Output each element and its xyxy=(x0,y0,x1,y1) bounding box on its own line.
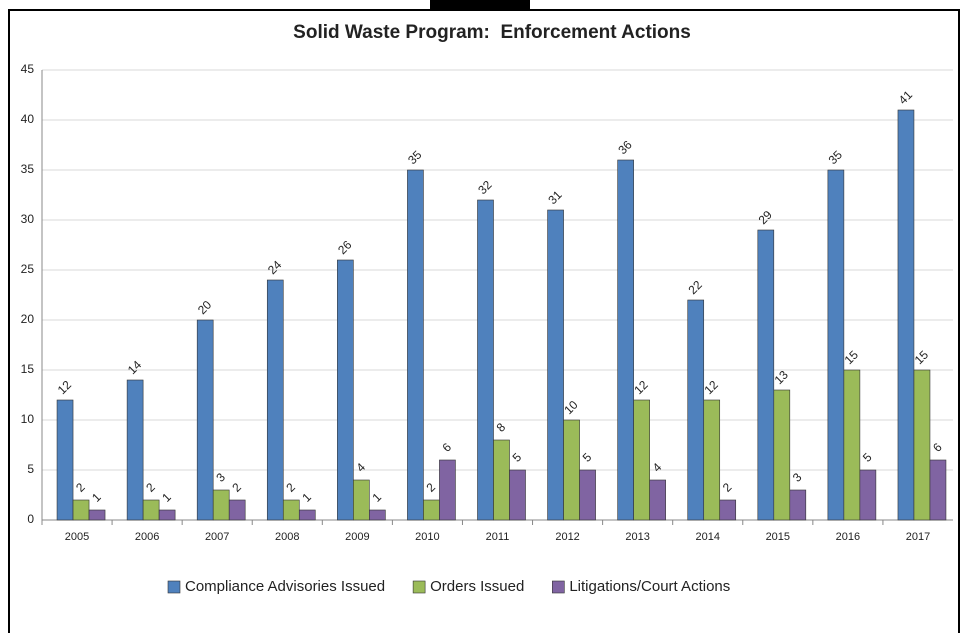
x-tick-label: 2011 xyxy=(486,531,510,543)
chart-title: Solid Waste Program: Enforcement Actions xyxy=(293,22,691,43)
y-tick-label: 35 xyxy=(21,162,35,176)
x-tick-label: 2006 xyxy=(135,531,159,543)
bar xyxy=(56,399,74,521)
x-tick-label: 2014 xyxy=(695,531,719,543)
bar xyxy=(547,209,564,521)
bar xyxy=(72,499,90,521)
legend-swatch xyxy=(167,580,181,594)
bar xyxy=(649,479,666,521)
bar xyxy=(196,319,214,521)
x-tick-label: 2012 xyxy=(555,531,579,543)
bar xyxy=(859,469,877,521)
y-tick-label: 20 xyxy=(21,312,35,326)
bar xyxy=(88,509,106,521)
legend-swatch xyxy=(412,580,426,594)
bar xyxy=(757,229,775,521)
x-tick-label: 2009 xyxy=(345,531,369,543)
bar xyxy=(477,199,494,521)
bar xyxy=(719,499,737,521)
x-tick-label: 2013 xyxy=(625,531,649,543)
bar xyxy=(687,299,705,521)
bar xyxy=(633,399,650,521)
bar xyxy=(493,439,510,521)
bar xyxy=(407,169,424,521)
y-tick-label: 40 xyxy=(21,112,35,126)
bar xyxy=(579,469,596,521)
top-tab xyxy=(430,0,530,10)
y-tick-label: 10 xyxy=(21,412,35,426)
bar xyxy=(703,399,721,521)
x-tick-label: 2005 xyxy=(65,531,89,543)
bar xyxy=(897,109,915,521)
bar xyxy=(843,369,861,521)
bar xyxy=(212,489,230,521)
bar xyxy=(142,499,160,521)
bar xyxy=(509,469,526,521)
x-tick-label: 2008 xyxy=(275,531,299,543)
x-tick-label: 2010 xyxy=(415,531,439,543)
bar xyxy=(298,509,316,521)
bar xyxy=(617,159,634,521)
bar xyxy=(337,259,354,521)
bar xyxy=(929,459,947,521)
x-tick-label: 2007 xyxy=(205,531,229,543)
legend-label: Compliance Advisories Issued xyxy=(185,578,385,595)
y-tick-label: 25 xyxy=(21,262,35,276)
bar xyxy=(563,419,580,521)
legend-swatch xyxy=(552,580,565,594)
legend-label: Litigations/Court Actions xyxy=(569,578,730,595)
x-tick-label: 2015 xyxy=(766,531,790,543)
bar xyxy=(369,509,386,521)
x-tick-label: 2017 xyxy=(906,531,930,543)
bar xyxy=(228,499,246,521)
bar xyxy=(158,509,176,521)
bar xyxy=(439,459,456,521)
bar xyxy=(282,499,300,521)
bar xyxy=(126,379,144,521)
bar xyxy=(913,369,931,521)
y-tick-label: 5 xyxy=(27,462,34,476)
x-tick-label: 2016 xyxy=(836,531,860,543)
bar xyxy=(773,389,791,521)
bar xyxy=(827,169,845,521)
y-tick-label: 30 xyxy=(21,212,35,226)
y-tick-label: 0 xyxy=(27,512,34,526)
bar xyxy=(353,479,370,521)
legend-label: Orders Issued xyxy=(430,578,524,595)
bar xyxy=(789,489,807,521)
y-tick-label: 45 xyxy=(21,62,35,76)
bar xyxy=(423,499,440,521)
bar xyxy=(266,279,284,521)
y-tick-label: 15 xyxy=(21,362,35,376)
